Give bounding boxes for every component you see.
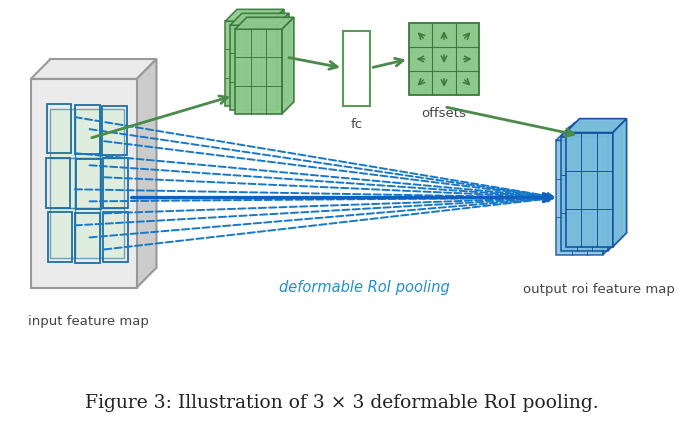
Polygon shape bbox=[31, 79, 137, 287]
Polygon shape bbox=[556, 140, 603, 255]
Polygon shape bbox=[31, 59, 156, 79]
Polygon shape bbox=[225, 21, 272, 106]
Polygon shape bbox=[566, 119, 627, 133]
Polygon shape bbox=[75, 109, 99, 158]
Bar bbox=[46, 158, 70, 208]
Polygon shape bbox=[230, 25, 277, 110]
Polygon shape bbox=[225, 9, 284, 21]
Bar bbox=[103, 158, 128, 208]
Polygon shape bbox=[75, 208, 99, 258]
Polygon shape bbox=[99, 158, 124, 208]
Polygon shape bbox=[277, 13, 289, 110]
Polygon shape bbox=[409, 23, 480, 95]
Polygon shape bbox=[230, 13, 289, 25]
Text: deformable RoI pooling: deformable RoI pooling bbox=[279, 280, 450, 295]
Polygon shape bbox=[343, 31, 371, 106]
Polygon shape bbox=[51, 109, 75, 158]
Polygon shape bbox=[51, 59, 156, 268]
Bar bbox=[46, 104, 71, 154]
Polygon shape bbox=[282, 17, 294, 114]
Polygon shape bbox=[75, 158, 99, 208]
Polygon shape bbox=[603, 127, 617, 255]
Bar bbox=[75, 213, 99, 263]
Polygon shape bbox=[99, 208, 124, 258]
Polygon shape bbox=[137, 59, 156, 287]
Polygon shape bbox=[561, 136, 608, 251]
Bar bbox=[47, 212, 72, 262]
Polygon shape bbox=[235, 29, 282, 114]
Polygon shape bbox=[566, 133, 613, 247]
Bar bbox=[75, 105, 99, 154]
Bar bbox=[76, 159, 101, 209]
Polygon shape bbox=[561, 123, 622, 136]
Polygon shape bbox=[608, 123, 622, 251]
Text: input feature map: input feature map bbox=[28, 315, 149, 328]
Bar bbox=[103, 212, 128, 262]
Text: fc: fc bbox=[350, 118, 363, 131]
Polygon shape bbox=[235, 17, 294, 29]
Polygon shape bbox=[99, 109, 124, 158]
Polygon shape bbox=[51, 158, 75, 208]
Polygon shape bbox=[556, 127, 617, 140]
Polygon shape bbox=[51, 208, 75, 258]
Text: output roi feature map: output roi feature map bbox=[523, 283, 675, 296]
Polygon shape bbox=[272, 9, 284, 106]
Polygon shape bbox=[613, 119, 627, 247]
Text: Figure 3: Illustration of 3 × 3 deformable RoI pooling.: Figure 3: Illustration of 3 × 3 deformab… bbox=[85, 394, 599, 412]
Text: offsets: offsets bbox=[422, 107, 466, 120]
Bar bbox=[103, 106, 127, 155]
